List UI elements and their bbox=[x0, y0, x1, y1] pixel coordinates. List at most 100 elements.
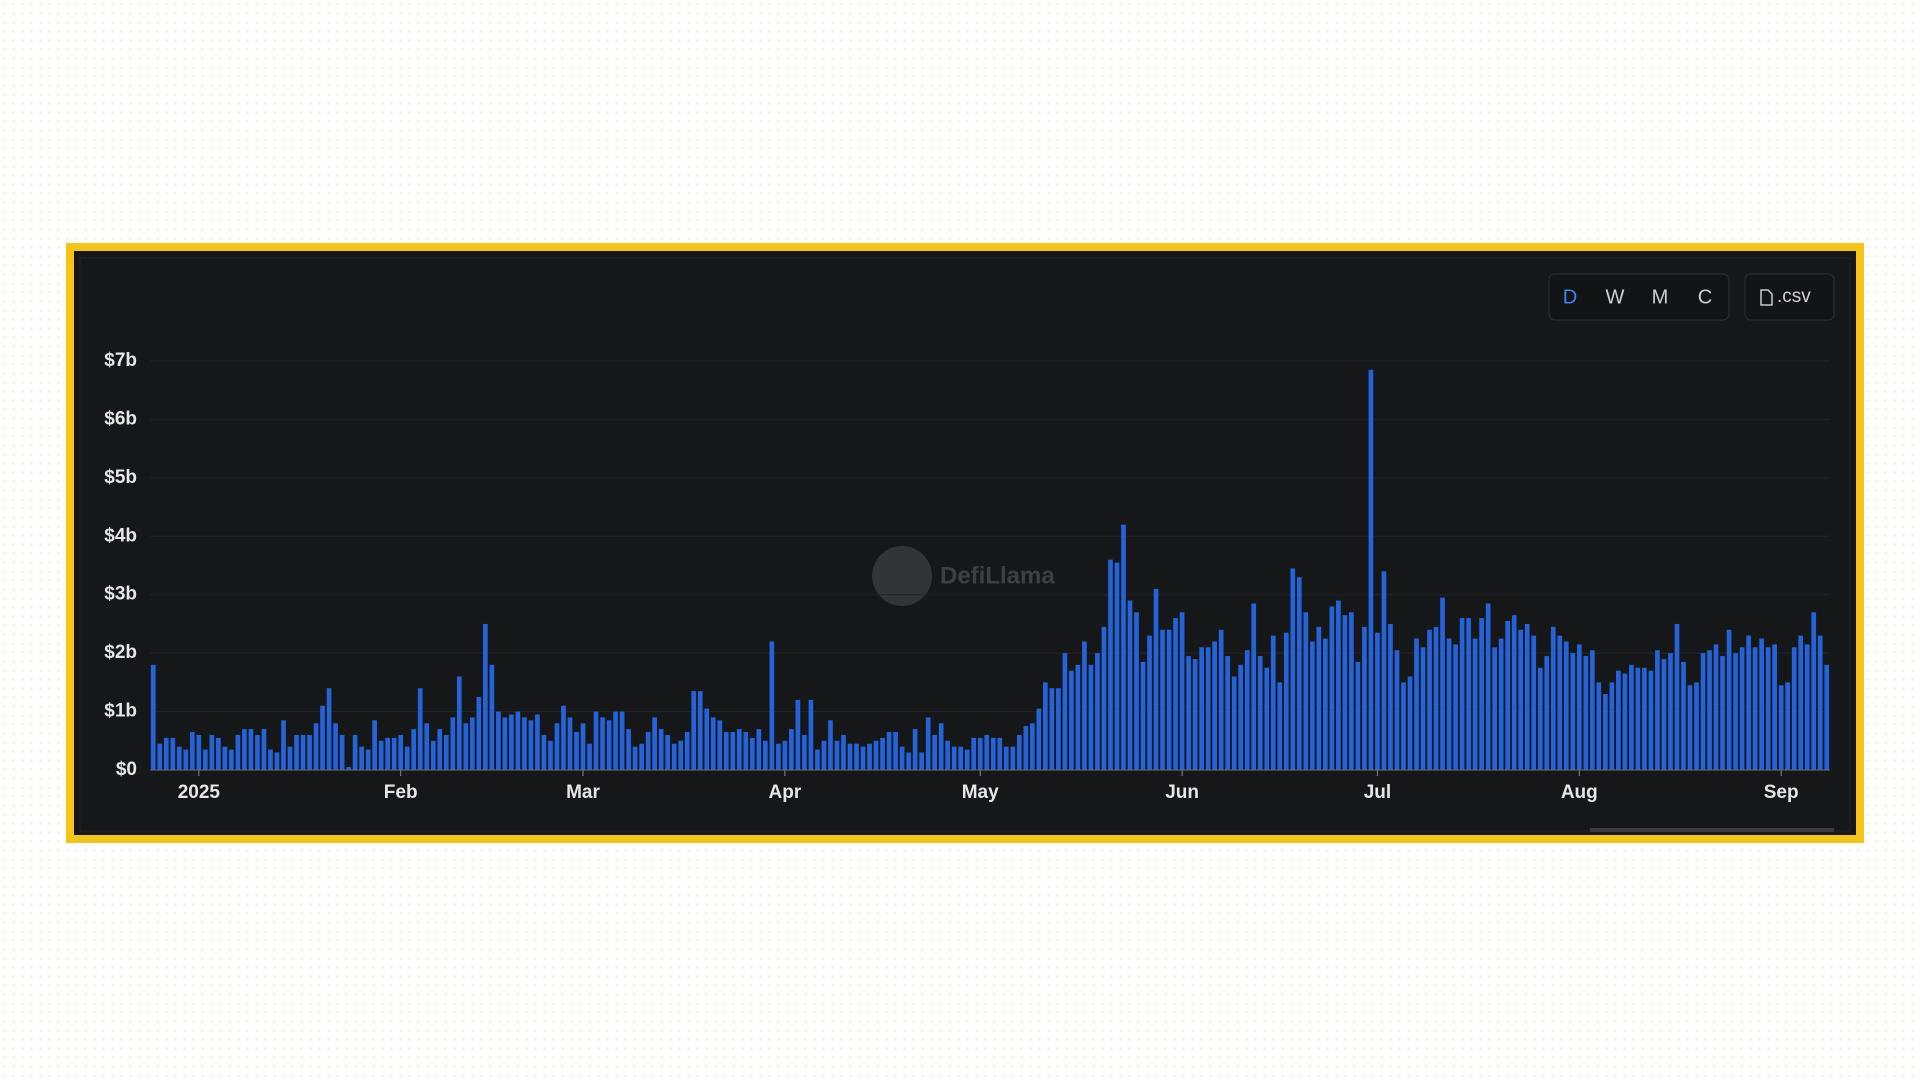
bar bbox=[1342, 615, 1348, 770]
bar bbox=[398, 734, 404, 770]
bar bbox=[1414, 638, 1419, 770]
bar bbox=[600, 717, 605, 770]
bar bbox=[1616, 670, 1621, 770]
interval-option[interactable]: D bbox=[1563, 286, 1577, 308]
bar bbox=[294, 734, 299, 770]
bar bbox=[1720, 656, 1725, 770]
bar bbox=[1746, 635, 1751, 770]
bar bbox=[274, 752, 280, 770]
x-tick-label: Jun bbox=[1165, 782, 1199, 803]
bar bbox=[209, 734, 215, 770]
bar bbox=[925, 717, 931, 770]
bar bbox=[1023, 726, 1029, 770]
bar bbox=[847, 743, 853, 770]
bar bbox=[528, 720, 534, 770]
bar bbox=[964, 749, 970, 770]
watermark: DefiLlama bbox=[872, 546, 1055, 606]
bar bbox=[1674, 623, 1680, 770]
bar bbox=[554, 723, 560, 770]
bar bbox=[1557, 635, 1563, 770]
bar bbox=[652, 717, 657, 770]
y-tick-label: $1b bbox=[104, 701, 137, 722]
interval-toggle bbox=[1548, 273, 1730, 321]
bar bbox=[483, 623, 488, 770]
bar bbox=[469, 717, 475, 770]
bar bbox=[1778, 685, 1784, 770]
y-tick-label: $0 bbox=[116, 759, 137, 780]
x-tick-label: Feb bbox=[384, 782, 418, 803]
csv-label[interactable]: .csv bbox=[1777, 286, 1811, 307]
bar bbox=[860, 746, 866, 770]
bar bbox=[235, 734, 241, 770]
bar bbox=[489, 664, 495, 770]
bar bbox=[1244, 650, 1250, 770]
bar bbox=[1817, 635, 1823, 770]
bar bbox=[1655, 650, 1660, 770]
bar bbox=[1069, 670, 1074, 770]
bar bbox=[1739, 647, 1745, 770]
bar bbox=[1218, 629, 1224, 770]
bar bbox=[1589, 650, 1595, 770]
bar bbox=[1635, 667, 1641, 770]
bar bbox=[1531, 635, 1537, 770]
bar bbox=[1062, 653, 1068, 770]
bar bbox=[150, 664, 156, 770]
bar bbox=[1498, 638, 1504, 770]
bar bbox=[1713, 644, 1719, 770]
bar bbox=[1003, 746, 1009, 770]
bar bbox=[1192, 658, 1198, 770]
csv-button[interactable] bbox=[1744, 273, 1835, 321]
bar bbox=[1199, 647, 1204, 770]
bar bbox=[339, 734, 345, 770]
bar bbox=[1485, 603, 1491, 770]
bar bbox=[587, 743, 592, 770]
bar bbox=[1661, 658, 1667, 770]
bar bbox=[163, 737, 169, 770]
bar bbox=[1726, 629, 1732, 770]
bar bbox=[1368, 369, 1374, 770]
bar bbox=[1049, 688, 1055, 770]
bar bbox=[828, 720, 833, 770]
interval-option[interactable]: C bbox=[1698, 286, 1712, 308]
bar bbox=[1381, 571, 1387, 770]
bar bbox=[1518, 629, 1524, 770]
bar bbox=[541, 734, 547, 770]
bar bbox=[730, 732, 736, 770]
bar bbox=[619, 711, 625, 770]
bar bbox=[1043, 682, 1048, 770]
bar bbox=[945, 740, 951, 770]
bar bbox=[1583, 656, 1589, 770]
bar bbox=[893, 732, 898, 770]
bar bbox=[1075, 664, 1081, 770]
bar bbox=[632, 746, 638, 770]
bar bbox=[1466, 618, 1471, 770]
scrollbar[interactable] bbox=[1590, 828, 1834, 832]
interval-option[interactable]: M bbox=[1652, 286, 1669, 308]
bar bbox=[1772, 644, 1777, 770]
chart-panel bbox=[79, 257, 1851, 832]
bar bbox=[1179, 612, 1185, 770]
bar bbox=[912, 729, 918, 770]
bar bbox=[372, 720, 377, 770]
bar bbox=[710, 717, 716, 770]
bar bbox=[1088, 664, 1094, 770]
bar bbox=[763, 740, 768, 770]
bar bbox=[1394, 650, 1400, 770]
bar bbox=[1153, 588, 1159, 770]
bar bbox=[1668, 653, 1673, 770]
interval-option[interactable]: W bbox=[1606, 286, 1625, 308]
bar bbox=[385, 737, 391, 770]
bar bbox=[456, 676, 462, 770]
bar bbox=[1290, 568, 1296, 770]
bar bbox=[782, 740, 788, 770]
bar bbox=[417, 688, 423, 770]
y-tick-label: $6b bbox=[104, 408, 137, 429]
bar bbox=[1029, 723, 1035, 770]
bar bbox=[268, 749, 273, 770]
bar bbox=[958, 746, 964, 770]
bar bbox=[658, 729, 664, 770]
bar bbox=[313, 723, 319, 770]
bar bbox=[691, 691, 697, 770]
y-tick-label: $4b bbox=[104, 525, 137, 546]
